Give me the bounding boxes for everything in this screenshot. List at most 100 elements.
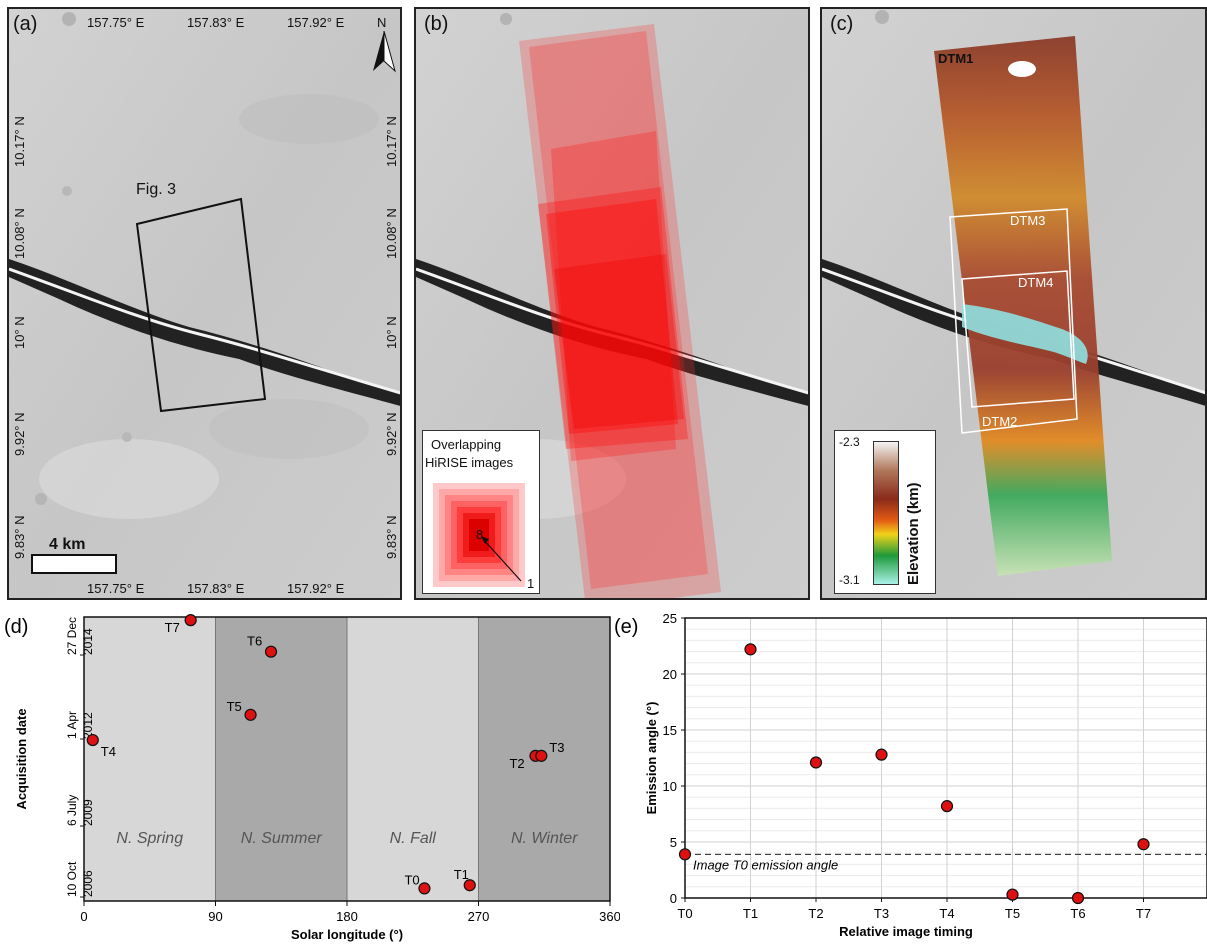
colorbar-box: -2.3 -3.1 Elevation (km)	[834, 430, 936, 594]
panel-label-b: (b)	[424, 13, 449, 35]
x-axis-label-e: Relative image timing	[839, 924, 973, 939]
overlap-inset: Overlapping HiRISE images 8 1	[422, 430, 540, 594]
colorbar-gradient	[873, 441, 899, 585]
x-tick-label-d: 180	[336, 909, 358, 924]
point-label-t4: T4	[101, 744, 116, 759]
y-tick-label-d: 10 Oct 2006	[65, 861, 95, 897]
panel-label-a: (a)	[13, 13, 38, 35]
y-tick-label-e: 15	[663, 723, 677, 738]
y-tick-label-d: 1 Apr 2012	[65, 711, 95, 739]
dtm-strip	[934, 36, 1112, 576]
scale-label: 4 km	[49, 536, 86, 553]
overlap-swatch	[433, 483, 525, 587]
y-axis-label-e: Emission angle (°)	[644, 702, 659, 815]
point-label-t7: T7	[165, 620, 180, 635]
point-label-t1: T1	[454, 867, 469, 882]
x-tick-label-e: T5	[1005, 906, 1020, 921]
x-tick-label-e: T2	[808, 906, 823, 921]
dtm1-label: DTM1	[938, 51, 974, 66]
y-tick-year: 2006	[81, 870, 95, 897]
lat-right-5: 9.83° N	[384, 515, 399, 559]
x-tick-label-e: T4	[939, 906, 954, 921]
lat-left-5: 9.83° N	[12, 515, 27, 559]
emission-point-t3	[875, 748, 888, 761]
lon-bottom-3: 157.92° E	[287, 581, 345, 596]
x-tick-label-e: T0	[677, 906, 692, 921]
panel-label-e: (e)	[614, 616, 638, 638]
panel-b: (b) Overlapping HiRISE images 8 1	[414, 7, 810, 600]
y-tick-daymonth: 10 Oct	[65, 861, 79, 897]
data-point-t3	[535, 749, 548, 762]
lat-left-2: 10.08° N	[12, 208, 27, 259]
emission-chart: (e) Image T0 emission angle 0 5 10 15 20 25 T0 T1…	[614, 611, 1207, 939]
fig3-label: Fig. 3	[136, 181, 177, 198]
inset-count-high: 8	[476, 527, 484, 542]
x-tick-label-d: 360	[599, 909, 620, 924]
emission-point-t4	[940, 800, 954, 813]
panel-c: (c) DTM1 DTM3 DTM4 DTM2 -2.3 -3.1 Elevat…	[820, 7, 1207, 600]
emission-point-t7	[1137, 838, 1150, 851]
north-arrow-icon	[373, 31, 396, 73]
data-point-t1	[463, 879, 476, 892]
y-tick-year: 2012	[81, 712, 95, 739]
reference-line-label: Image T0 emission angle	[693, 857, 838, 872]
y-tick-daymonth: 27 Dec	[65, 617, 79, 655]
x-tick-label-e: T3	[874, 906, 889, 921]
hirise-footprints	[519, 24, 721, 598]
lat-left-4: 9.92° N	[12, 412, 27, 456]
north-arrow: N	[371, 15, 397, 75]
y-tick-label-e: 5	[670, 835, 677, 850]
lat-right-3: 10° N	[384, 316, 399, 349]
lon-top-1: 157.75° E	[87, 15, 145, 30]
emission-point-t1	[744, 643, 757, 656]
y-tick-daymonth: 1 Apr	[65, 711, 79, 739]
panel-label-d: (d)	[4, 616, 28, 638]
x-tick-label-d: 90	[208, 909, 222, 924]
season-label: N. Winter	[511, 830, 578, 847]
point-label-t3: T3	[549, 740, 564, 755]
lon-top-3: 157.92° E	[287, 15, 345, 30]
scale-bar-box	[31, 554, 117, 574]
y-tick-label-e: 25	[663, 611, 677, 626]
inset-title-1: Overlapping	[431, 437, 502, 452]
hillshade-map-a	[9, 9, 400, 598]
hillshade-map-b	[416, 9, 808, 598]
north-label: N	[377, 15, 387, 30]
y-tick-label-d: 27 Dec 2014	[65, 617, 95, 655]
x-tick-label-e: T7	[1136, 906, 1151, 921]
point-label-t2: T2	[509, 756, 524, 771]
acquisition-chart: (d) N. Spring N. Summer N. Fall N. Winter 0 90…	[4, 614, 620, 942]
x-tick-label-d: 0	[80, 909, 87, 924]
panel-a: (a) 157.75° E 157.83° E 157.92° E 157.75…	[7, 7, 402, 600]
data-point-t5	[244, 708, 257, 721]
point-label-t6: T6	[247, 634, 262, 649]
season-label: N. Fall	[390, 830, 437, 847]
y-tick-label-e: 20	[663, 667, 677, 682]
season-band	[84, 617, 216, 901]
season-label: N. Summer	[241, 830, 323, 847]
dtm3-label: DTM3	[1010, 213, 1046, 228]
colorbar-min: -3.1	[839, 573, 860, 587]
plot-frame-e	[684, 617, 1207, 899]
y-tick-year: 2014	[81, 628, 95, 655]
y-tick-label-e: 0	[670, 891, 677, 906]
y-tick-year: 2009	[81, 799, 95, 826]
colorbar-title: Elevation (km)	[905, 482, 922, 585]
inset-count-low: 1	[527, 576, 535, 591]
lon-bottom-1: 157.75° E	[87, 581, 145, 596]
colorbar-max: -2.3	[839, 435, 860, 449]
emission-point-t5	[1006, 888, 1019, 901]
scale-bar: 4 km	[31, 536, 117, 574]
point-label-t0: T0	[404, 872, 419, 887]
data-point-t6	[264, 645, 278, 658]
lon-top-2: 157.83° E	[187, 15, 245, 30]
inset-title-2: HiRISE images	[425, 455, 514, 470]
emission-point-t2	[809, 756, 823, 769]
lat-right-1: 10.17° N	[384, 116, 399, 167]
y-tick-label-d: 6 July 2009	[65, 795, 95, 826]
x-axis-label-d: Solar longitude (°)	[291, 927, 403, 942]
emission-point-t0	[678, 848, 692, 861]
x-tick-label-d: 270	[468, 909, 490, 924]
x-tick-label-e: T1	[743, 906, 758, 921]
x-tick-label-e: T6	[1070, 906, 1085, 921]
